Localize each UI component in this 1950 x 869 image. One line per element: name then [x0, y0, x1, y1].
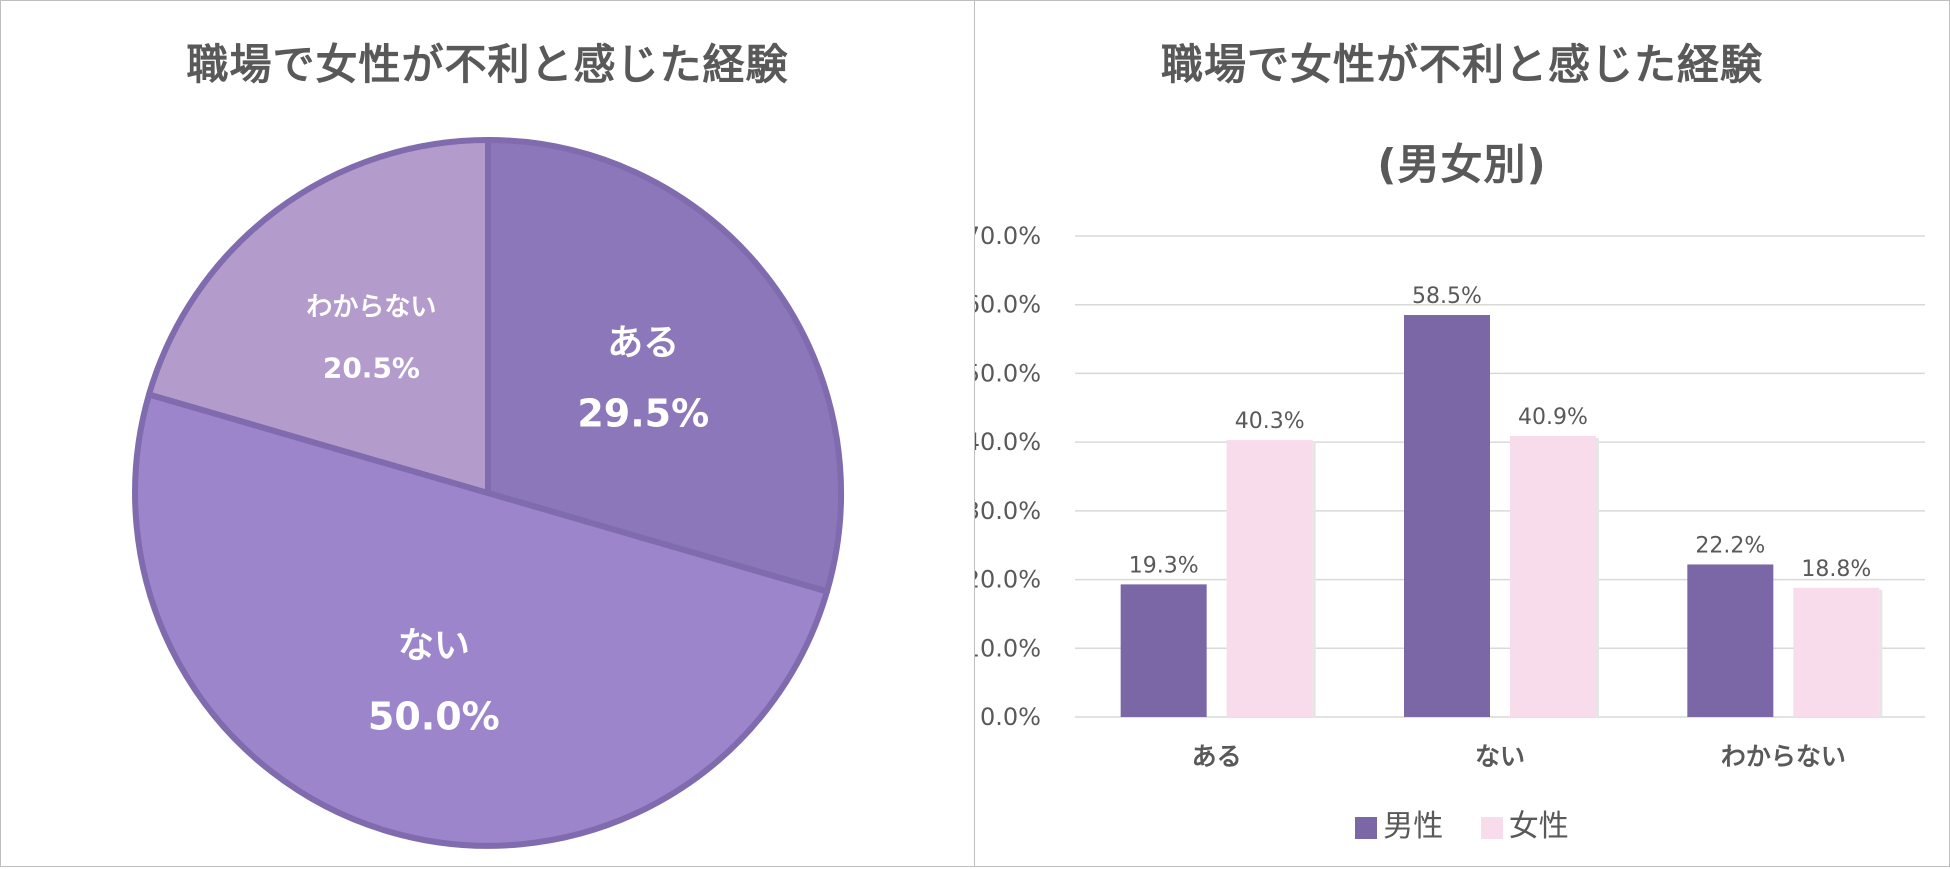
y-tick-label: 70.0%	[975, 222, 1041, 250]
pie-slice-label: わからない	[306, 293, 436, 323]
y-tick-label: 20.0%	[975, 566, 1041, 594]
legend-label-male: 男性	[1383, 809, 1444, 844]
pie-chart: ある 29.5% ない 50.0% わからない 20.5%	[132, 137, 844, 849]
legend-swatch-male	[1355, 817, 1378, 839]
legend-label-female: 女性	[1508, 809, 1569, 844]
y-tick-label: 50.0%	[975, 359, 1041, 387]
bar-female-3	[1793, 587, 1880, 717]
bar-value-label: 40.3%	[1235, 409, 1305, 434]
bar-value-label: 19.3%	[1129, 553, 1199, 578]
pie-slice-label: ない	[398, 625, 470, 666]
y-tick-label: 40.0%	[975, 428, 1041, 456]
y-tick-label: 30.0%	[975, 497, 1041, 525]
y-tick-label: 60.0%	[975, 291, 1041, 319]
pie-chart-title: 職場で女性が不利と感じた経験	[186, 40, 789, 89]
y-tick-label: 0.0%	[980, 703, 1041, 731]
bar-shadow	[1879, 589, 1883, 717]
bar-value-label: 18.8%	[1801, 557, 1871, 582]
pie-slice-3	[146, 137, 491, 496]
bar-value-label: 58.5%	[1412, 284, 1482, 309]
bar-chart-panel: 職場で女性が不利と感じた経験 (男女別) 0.0% 10.0% 20.0% 30.0%…	[974, 0, 1950, 867]
pie-slice-value-label: 29.5%	[577, 391, 709, 435]
bar-chart-subtitle: (男女別)	[1377, 140, 1547, 189]
pie-slice-label: ある	[607, 322, 679, 363]
x-category-label: わからない	[1721, 742, 1846, 771]
pie-slice-value-label: 50.0%	[368, 694, 500, 738]
pie-slice-2	[132, 391, 830, 849]
bar-chart-title: 職場で女性が不利と感じた経験	[1160, 40, 1763, 89]
bar-male-1	[1120, 584, 1207, 717]
bar-male-3	[1687, 564, 1774, 717]
legend-item-male: 男性	[1355, 801, 1443, 845]
bar-male-2	[1404, 315, 1490, 717]
bar-female-1	[1226, 440, 1313, 717]
x-category-label: ある	[1192, 742, 1242, 771]
pie-slice-value-label: 20.5%	[323, 352, 420, 385]
legend: 男性 女性	[975, 801, 1949, 845]
y-tick-label: 10.0%	[975, 634, 1041, 662]
pie-chart-panel: 職場で女性が不利と感じた経験 ある 29.5% ない 50.0% わからない 20.5%	[0, 0, 975, 867]
pie-slice-1	[485, 137, 844, 595]
bar-female-2	[1510, 435, 1596, 717]
legend-swatch-female	[1480, 817, 1503, 839]
bar-shadow	[1596, 437, 1599, 717]
x-category-label: ない	[1475, 742, 1525, 771]
bar-value-label: 40.9%	[1518, 405, 1588, 430]
legend-item-female: 女性	[1480, 801, 1569, 845]
bar-chart: 0.0% 10.0% 20.0% 30.0% 40.0% 50.0% 60.0% 70.0% 1…	[975, 222, 1925, 771]
bar-shadow	[1312, 442, 1316, 717]
bar-value-label: 22.2%	[1695, 533, 1765, 558]
